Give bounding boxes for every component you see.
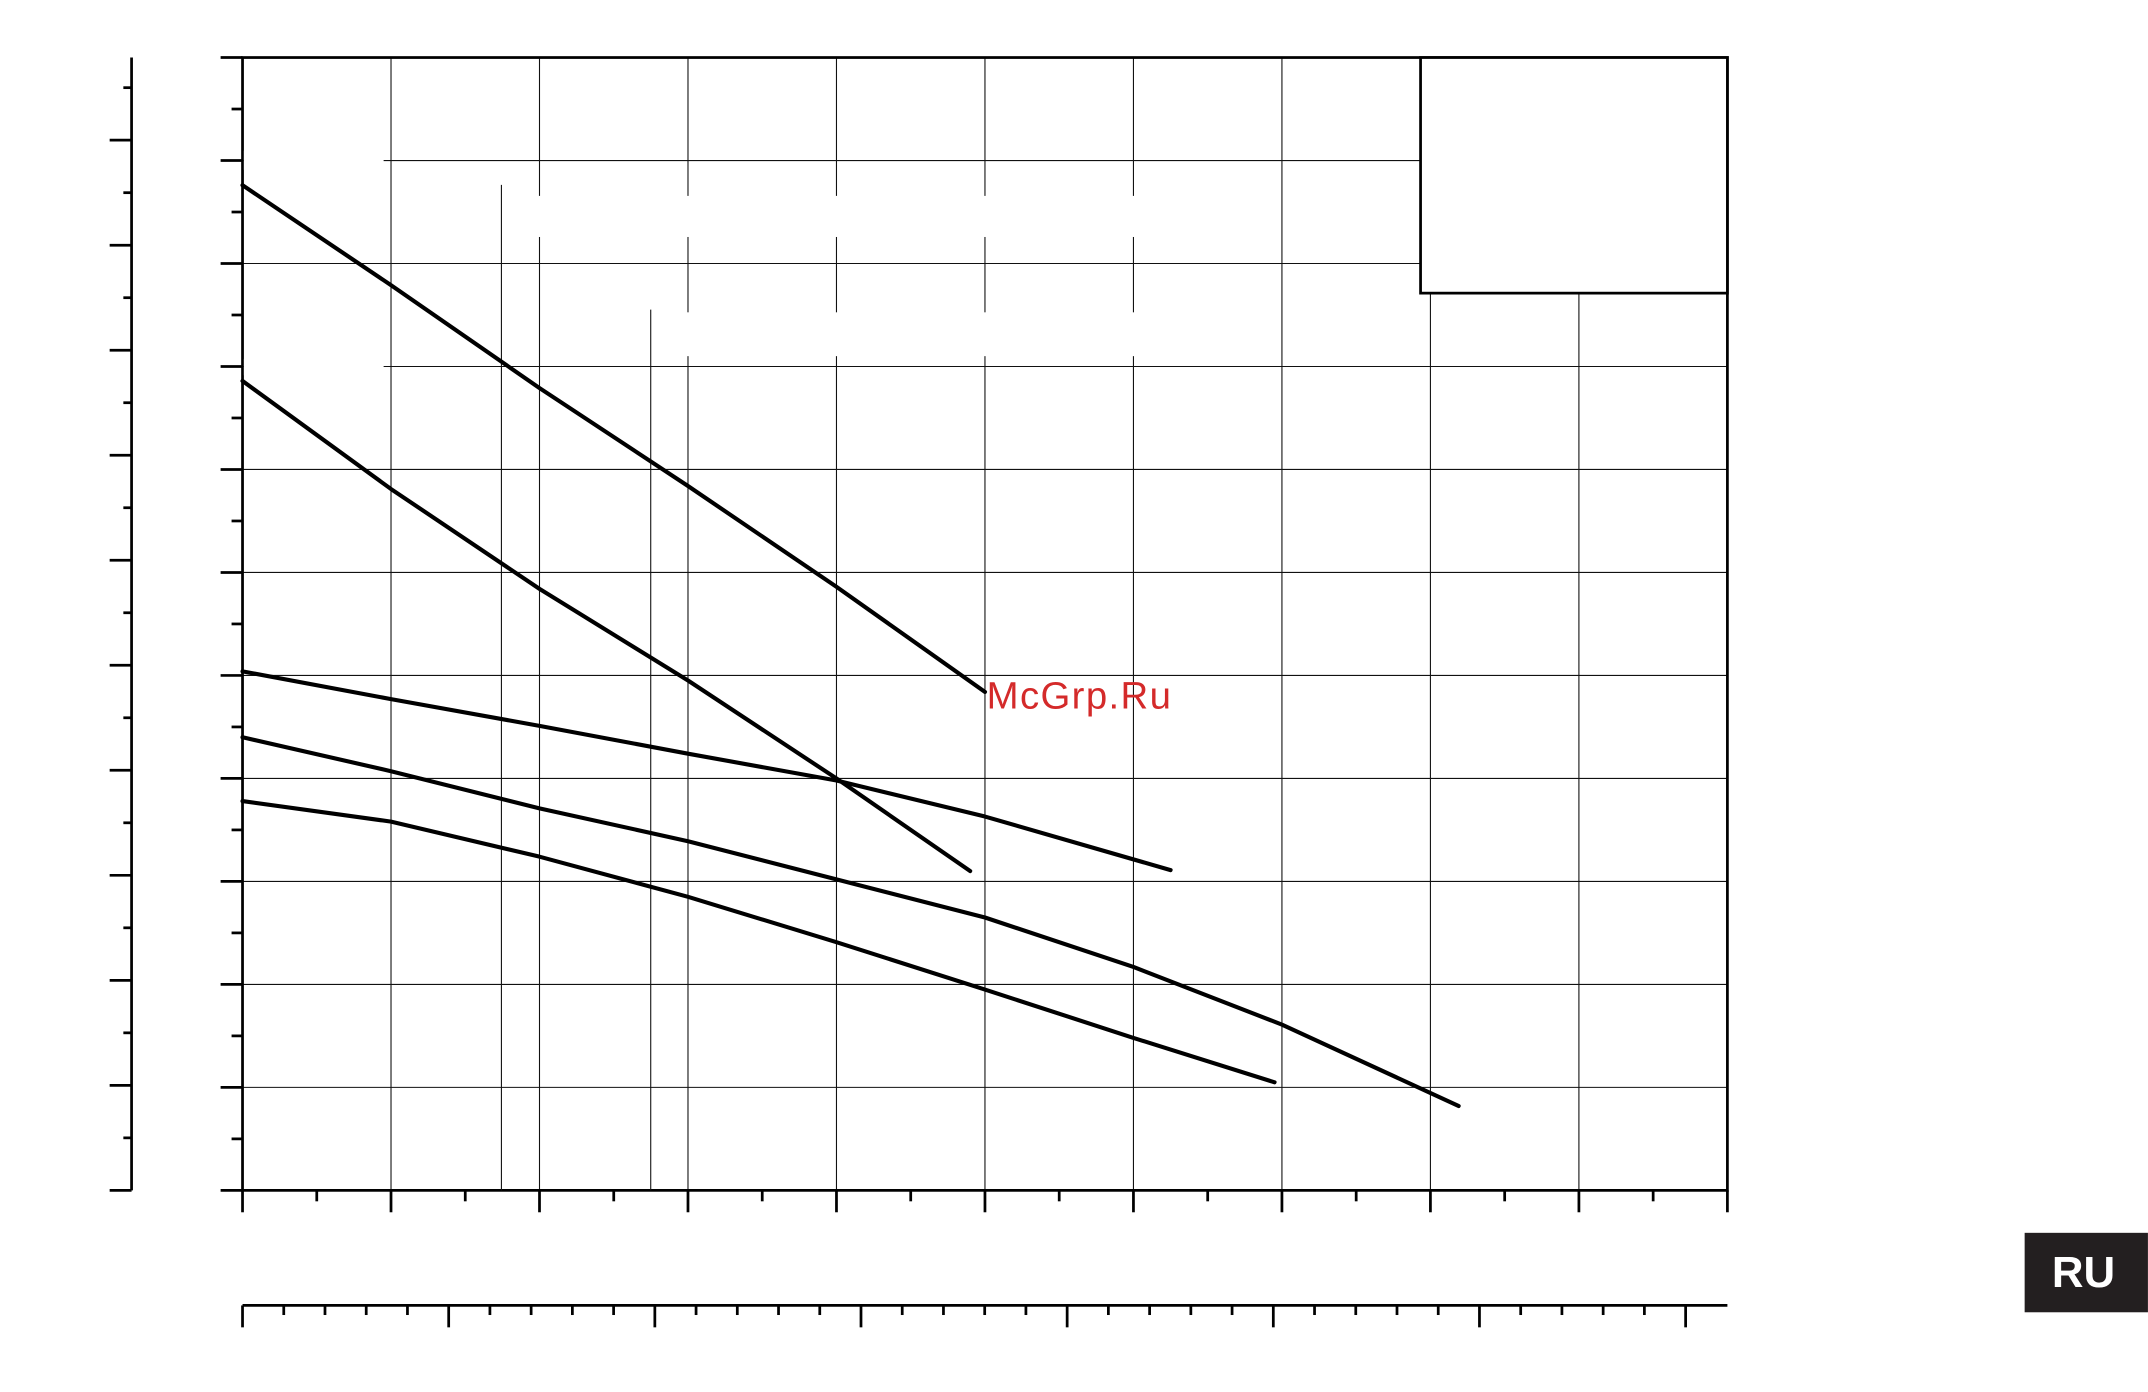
secondary-x-axis — [241, 1304, 1728, 1328]
secondary-y-axis — [109, 57, 133, 1192]
badge-box — [2024, 1232, 2148, 1313]
blank-area — [243, 358, 384, 376]
watermark: McGrp.Ru — [987, 675, 1173, 718]
plot-frame — [241, 56, 1729, 1192]
curve — [240, 669, 1173, 873]
curve — [240, 735, 1461, 1109]
curve — [240, 799, 1277, 1085]
grid — [220, 56, 1729, 1213]
curve — [240, 378, 973, 874]
curve — [240, 183, 988, 694]
badge: RU — [2052, 1248, 2115, 1297]
curves — [240, 183, 1461, 1109]
blank-area — [243, 150, 384, 170]
blank-area — [657, 312, 1165, 357]
blank-area — [520, 195, 1165, 237]
legend-box — [1419, 56, 1729, 295]
